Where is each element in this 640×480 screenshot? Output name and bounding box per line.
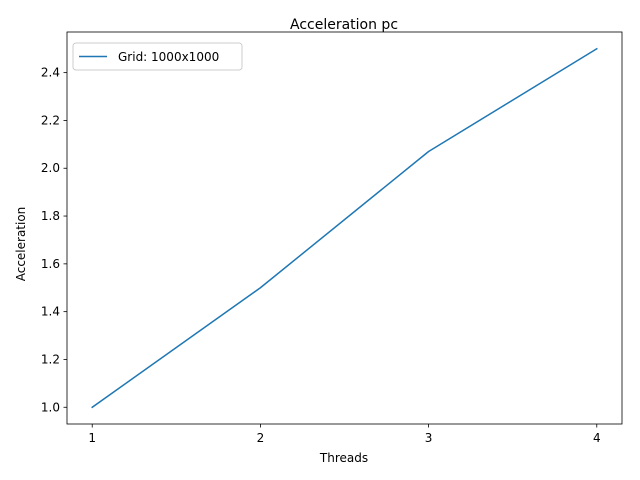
y-tick-label: 2.0 — [41, 161, 60, 175]
y-axis-label: Acceleration — [14, 207, 28, 282]
x-tick-label: 1 — [88, 431, 96, 445]
plot-frame — [66, 31, 623, 425]
series-line-0 — [91, 47, 598, 409]
y-tick-label: 2.4 — [41, 66, 60, 80]
y-tick-label: 1.6 — [41, 257, 60, 271]
y-ticks: 1.0 1.2 1.4 1.6 1.8 2.0 2.2 2.4 — [41, 66, 67, 414]
legend: Grid: 1000x1000 — [72, 42, 243, 71]
y-tick-label: 1.8 — [41, 209, 60, 223]
x-tick-label: 3 — [425, 431, 433, 445]
plot-lines — [91, 47, 598, 409]
y-tick-label: 1.0 — [41, 400, 60, 414]
x-ticks: 1 2 3 4 — [88, 424, 601, 445]
y-tick-label: 1.4 — [41, 305, 60, 319]
y-tick-label: 1.2 — [41, 352, 60, 366]
x-tick-label: 2 — [257, 431, 265, 445]
x-axis-label: Threads — [319, 451, 368, 465]
chart-title: Acceleration pc — [290, 17, 398, 33]
legend-label: Grid: 1000x1000 — [118, 50, 219, 64]
x-tick-label: 4 — [593, 431, 601, 445]
legend-box — [72, 42, 243, 71]
y-tick-label: 2.2 — [41, 113, 60, 127]
